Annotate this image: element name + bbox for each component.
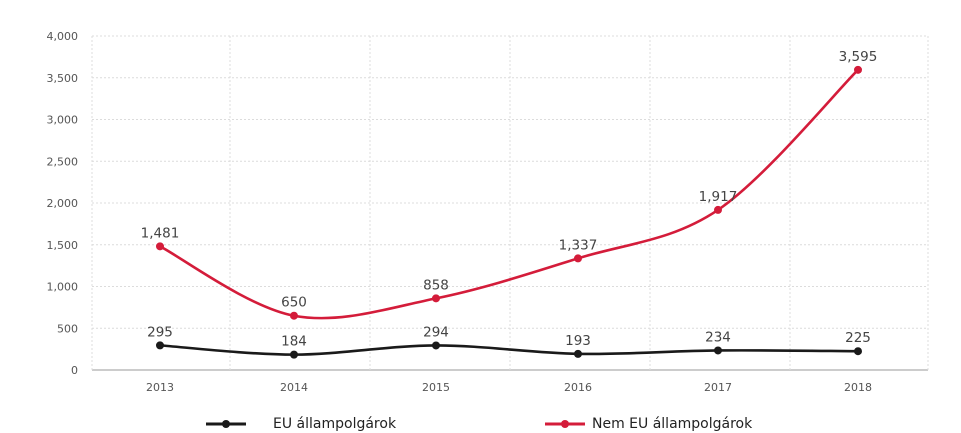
data-labels-non-eu: 1,481 650 858 1,337 1,917 3,595	[141, 49, 878, 311]
x-tick-label: 2016	[564, 381, 592, 394]
data-label: 193	[565, 333, 591, 349]
legend-swatch-marker	[222, 420, 230, 428]
data-point	[854, 65, 862, 74]
data-label: 1,481	[141, 225, 180, 241]
y-axis: 0 500 1,000 1,500 2,000 2,500 3,000 3,50…	[47, 30, 79, 377]
series-line-non-eu	[158, 68, 860, 320]
data-point	[714, 205, 722, 214]
y-tick-label: 3,500	[47, 72, 79, 85]
data-point	[290, 311, 298, 320]
x-tick-label: 2017	[704, 381, 732, 394]
data-label: 294	[423, 324, 449, 340]
data-point	[854, 347, 862, 356]
data-label: 1,337	[559, 237, 598, 253]
legend-item-non-eu: Nem EU állampolgárok	[545, 416, 753, 432]
legend-swatch-marker	[561, 420, 569, 428]
data-label: 3,595	[839, 49, 878, 65]
legend-label: EU állampolgárok	[273, 416, 397, 432]
x-tick-label: 2013	[146, 381, 174, 394]
data-point	[156, 242, 164, 251]
x-tick-label: 2015	[422, 381, 450, 394]
y-tick-label: 2,500	[47, 155, 79, 168]
data-label: 650	[281, 295, 307, 311]
data-point	[290, 350, 298, 359]
data-label: 858	[423, 277, 449, 293]
data-point	[432, 294, 440, 303]
y-tick-label: 0	[71, 364, 78, 377]
y-tick-label: 2,000	[47, 197, 79, 210]
data-point	[156, 341, 164, 350]
data-point	[714, 346, 722, 355]
data-labels-eu: 295 184 294 193 234 225	[147, 324, 871, 349]
y-tick-label: 1,000	[47, 281, 79, 294]
data-label: 184	[281, 334, 307, 350]
data-point	[432, 341, 440, 350]
series-points	[156, 65, 862, 359]
x-tick-label: 2014	[280, 381, 308, 394]
series-line-eu	[158, 344, 860, 356]
data-label: 295	[147, 324, 173, 340]
grid-lines	[91, 35, 929, 371]
y-tick-label: 500	[57, 322, 78, 335]
data-label: 234	[705, 329, 731, 345]
y-tick-label: 3,000	[47, 114, 79, 127]
x-axis: 2013 2014 2015 2016 2017 2018	[146, 381, 872, 394]
y-tick-label: 1,500	[47, 239, 79, 252]
data-label: 225	[845, 330, 871, 346]
legend-item-eu: EU állampolgárok	[206, 416, 397, 432]
data-point	[574, 349, 582, 358]
y-tick-label: 4,000	[47, 30, 79, 43]
series-lines	[158, 68, 860, 356]
legend-label: Nem EU állampolgárok	[592, 416, 753, 432]
data-point	[574, 254, 582, 263]
legend: EU állampolgárok Nem EU állampolgárok	[206, 416, 753, 432]
x-tick-label: 2018	[844, 381, 872, 394]
data-label: 1,917	[699, 189, 738, 205]
